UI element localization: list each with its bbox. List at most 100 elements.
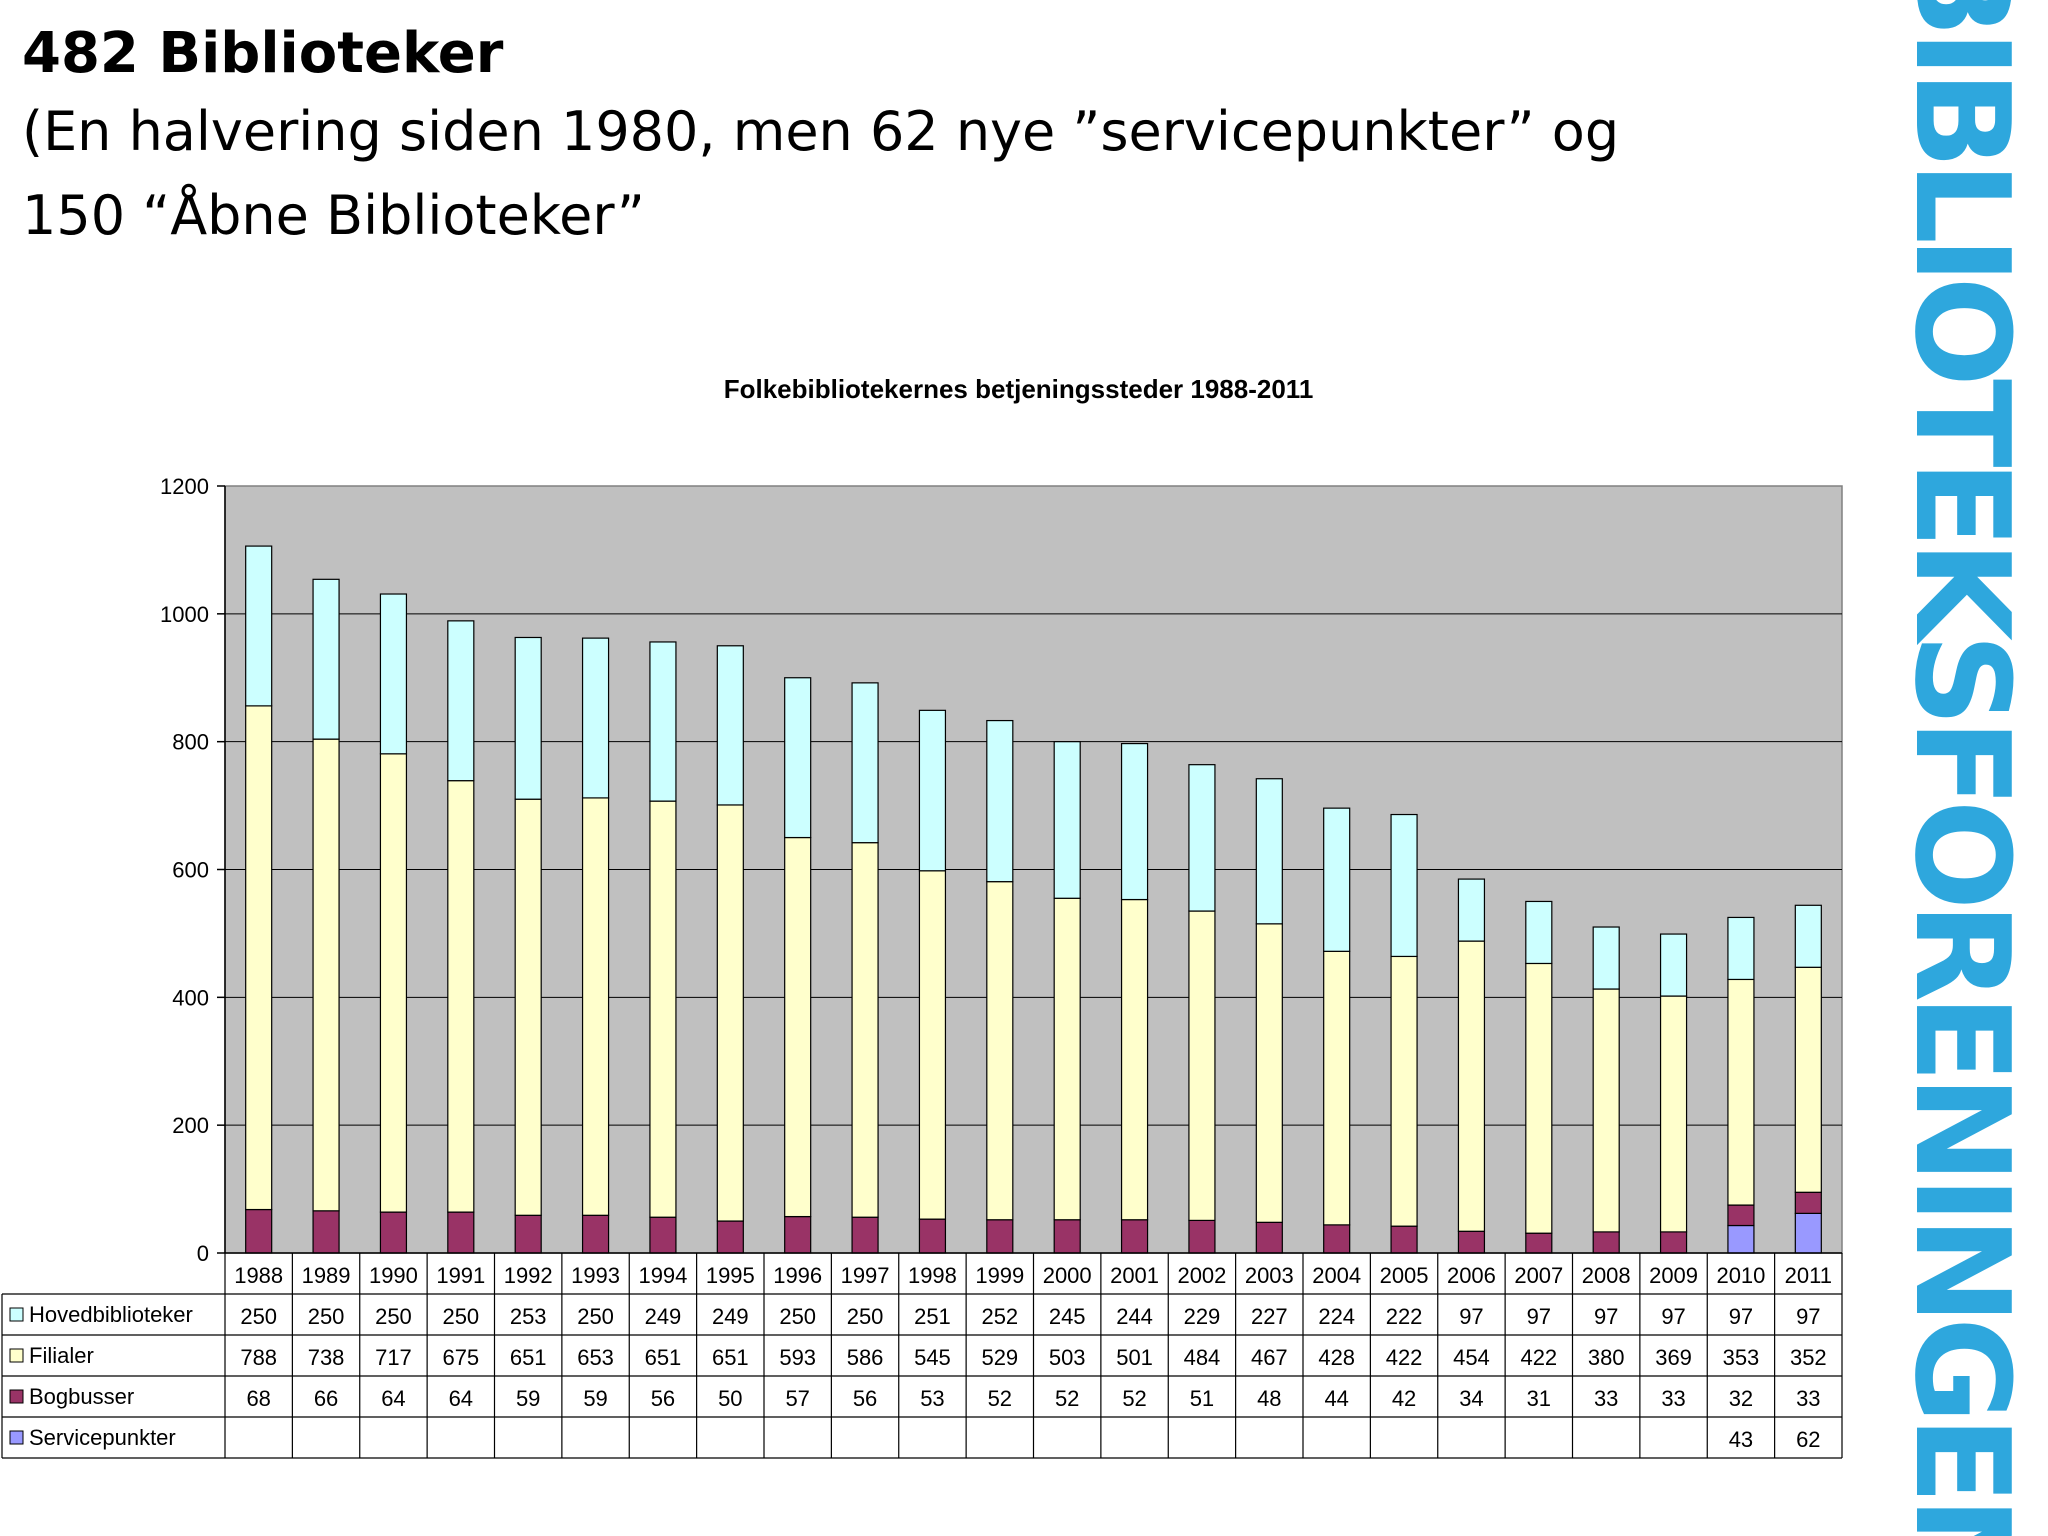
table-cell-filialer-1990: 717 — [375, 1345, 412, 1370]
table-cell-filialer-1994: 651 — [645, 1345, 682, 1370]
table-cell-filialer-1989: 738 — [308, 1345, 345, 1370]
table-cell-filialer-1999: 529 — [981, 1345, 1018, 1370]
table-cell-filialer-2006: 454 — [1453, 1345, 1490, 1370]
bar-hovedbiblioteker-1992 — [514, 636, 542, 800]
table-cell-bogbusser-1994: 56 — [651, 1386, 675, 1411]
bar-bogbusser-1993 — [581, 1214, 610, 1254]
bar-bogbusser-2008 — [1592, 1231, 1620, 1254]
table-cell-bogbusser-2009: 33 — [1661, 1386, 1685, 1411]
bar-bogbusser-2005 — [1390, 1225, 1418, 1254]
slide-subtitle-line-2: 150 “Åbne Biblioteker” — [22, 184, 645, 247]
legend-label-filialer: Filialer — [29, 1343, 94, 1368]
table-cell-bogbusser-1997: 56 — [853, 1386, 877, 1411]
table-cell-bogbusser-2006: 34 — [1459, 1386, 1483, 1411]
slide-title: 482 Biblioteker — [22, 21, 504, 86]
table-cell-filialer-1998: 545 — [914, 1345, 951, 1370]
x-tick-label-1990: 1990 — [369, 1263, 418, 1288]
table-cell-bogbusser-1996: 57 — [785, 1386, 809, 1411]
bar-bogbusser-2011 — [1794, 1191, 1822, 1214]
bar-bogbusser-1989 — [312, 1210, 340, 1254]
x-tick-label-1996: 1996 — [773, 1263, 822, 1288]
bar-bogbusser-2002 — [1188, 1219, 1216, 1254]
bar-bogbusser-1988 — [245, 1208, 273, 1254]
table-cell-hovedbiblioteker-1997: 250 — [847, 1304, 884, 1329]
bar-bogbusser-2004 — [1323, 1224, 1351, 1254]
bar-filialer-2001 — [1120, 898, 1149, 1221]
bar-bogbusser-1996 — [784, 1215, 812, 1254]
table-cell-filialer-2011: 352 — [1790, 1345, 1827, 1370]
bar-hovedbiblioteker-1991 — [447, 620, 475, 782]
bar-hovedbiblioteker-1994 — [649, 641, 677, 802]
bar-filialer-2005 — [1390, 955, 1418, 1227]
table-cell-hovedbiblioteker-2010: 97 — [1729, 1304, 1753, 1329]
x-tick-label-1992: 1992 — [504, 1263, 553, 1288]
bar-bogbusser-2001 — [1120, 1219, 1149, 1254]
table-cell-filialer-1988: 788 — [240, 1345, 277, 1370]
y-tick-label-600: 600 — [172, 858, 209, 883]
x-tick-label-1999: 1999 — [975, 1263, 1024, 1288]
bar-hovedbiblioteker-1993 — [581, 637, 610, 799]
bar-filialer-1996 — [784, 836, 812, 1218]
x-tick-label-1997: 1997 — [841, 1263, 890, 1288]
table-cell-bogbusser-2005: 42 — [1392, 1386, 1416, 1411]
y-tick-label-1200: 1200 — [160, 474, 209, 499]
bar-hovedbiblioteker-1996 — [784, 677, 812, 839]
x-tick-label-2007: 2007 — [1514, 1263, 1563, 1288]
bar-filialer-1988 — [245, 705, 273, 1211]
bar-hovedbiblioteker-2000 — [1053, 741, 1081, 899]
bar-hovedbiblioteker-2004 — [1323, 807, 1351, 952]
table-cell-hovedbiblioteker-2003: 227 — [1251, 1304, 1288, 1329]
x-tick-label-2011: 2011 — [1785, 1263, 1832, 1288]
bar-bogbusser-1997 — [851, 1216, 879, 1254]
table-cell-hovedbiblioteker-2011: 97 — [1796, 1304, 1820, 1329]
table-cell-filialer-2007: 422 — [1520, 1345, 1557, 1370]
table-cell-bogbusser-2003: 48 — [1257, 1386, 1281, 1411]
table-cell-bogbusser-1991: 64 — [449, 1386, 473, 1411]
table-cell-filialer-1996: 593 — [779, 1345, 816, 1370]
bar-filialer-2009 — [1659, 995, 1688, 1233]
table-cell-filialer-2010: 353 — [1723, 1345, 1760, 1370]
slide-heading: 482 Biblioteker (En halvering siden 1980… — [22, 18, 1802, 258]
x-tick-label-1998: 1998 — [908, 1263, 957, 1288]
bar-hovedbiblioteker-2005 — [1390, 813, 1418, 958]
table-cell-filialer-2004: 428 — [1318, 1345, 1355, 1370]
chart-title: Folkebibliotekernes betjeningssteder 198… — [724, 374, 1314, 404]
table-cell-bogbusser-1995: 50 — [718, 1386, 742, 1411]
bar-bogbusser-1998 — [918, 1218, 947, 1254]
bar-hovedbiblioteker-1999 — [986, 719, 1014, 883]
table-cell-hovedbiblioteker-2001: 244 — [1116, 1304, 1153, 1329]
bar-filialer-2006 — [1457, 940, 1486, 1232]
table-cell-hovedbiblioteker-1998: 251 — [914, 1304, 951, 1329]
table-cell-hovedbiblioteker-2008: 97 — [1594, 1304, 1618, 1329]
bar-bogbusser-2003 — [1255, 1221, 1283, 1254]
table-cell-filialer-1995: 651 — [712, 1345, 749, 1370]
x-tick-label-2006: 2006 — [1447, 1263, 1496, 1288]
bar-filialer-1999 — [986, 881, 1014, 1221]
table-cell-bogbusser-2008: 33 — [1594, 1386, 1618, 1411]
table-cell-hovedbiblioteker-2000: 245 — [1049, 1304, 1086, 1329]
y-tick-label-400: 400 — [172, 985, 209, 1010]
bar-bogbusser-2007 — [1525, 1232, 1553, 1254]
bar-hovedbiblioteker-2010 — [1727, 916, 1755, 981]
bar-hovedbiblioteker-2009 — [1659, 933, 1688, 997]
bar-filialer-1995 — [716, 804, 744, 1222]
bar-hovedbiblioteker-2008 — [1592, 926, 1620, 990]
bar-filialer-2011 — [1794, 966, 1822, 1193]
bar-bogbusser-1999 — [986, 1219, 1014, 1254]
table-cell-hovedbiblioteker-2005: 222 — [1386, 1304, 1423, 1329]
legend-key-filialer — [9, 1348, 24, 1363]
table-cell-hovedbiblioteker-1991: 250 — [442, 1304, 479, 1329]
table-cell-filialer-1991: 675 — [442, 1345, 479, 1370]
table-cell-bogbusser-1993: 59 — [583, 1386, 607, 1411]
table-cell-bogbusser-1990: 64 — [381, 1386, 405, 1411]
bar-filialer-2010 — [1727, 978, 1755, 1206]
table-cell-filialer-2001: 501 — [1116, 1345, 1153, 1370]
bar-bogbusser-1995 — [716, 1220, 744, 1254]
slide-subtitle-line-1: (En halvering siden 1980, men 62 nye ”se… — [22, 100, 1620, 163]
table-cell-hovedbiblioteker-2009: 97 — [1661, 1304, 1685, 1329]
bar-hovedbiblioteker-2002 — [1188, 764, 1216, 912]
table-cell-filialer-1997: 586 — [847, 1345, 884, 1370]
table-cell-bogbusser-1989: 66 — [314, 1386, 338, 1411]
table-cell-filialer-2008: 380 — [1588, 1345, 1625, 1370]
